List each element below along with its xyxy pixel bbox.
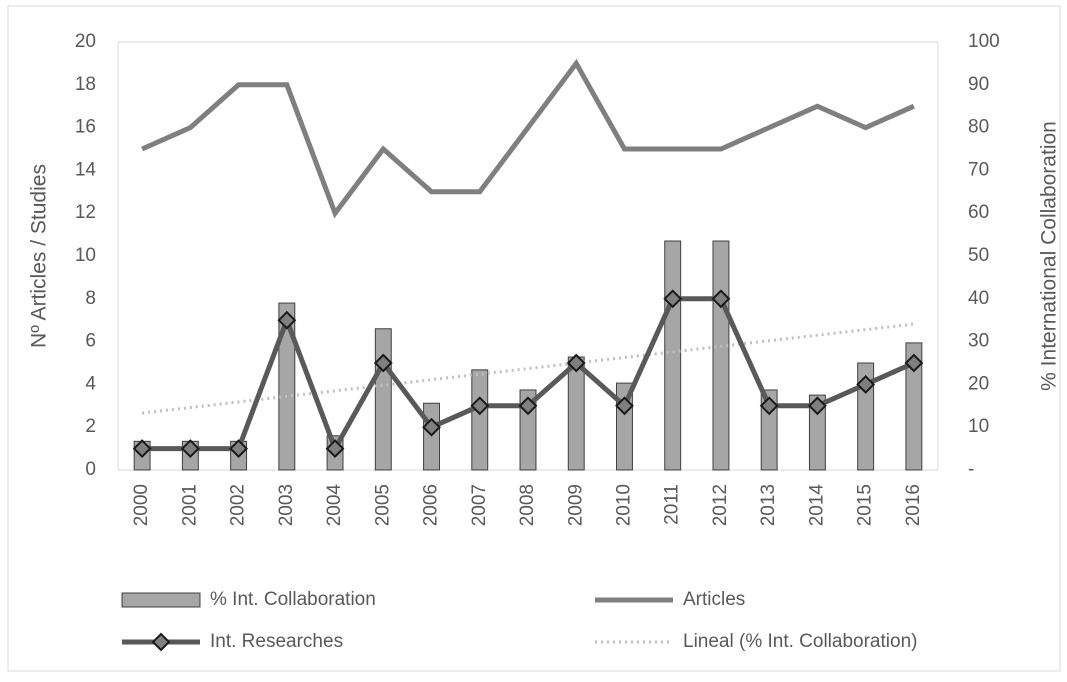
legend-label: Lineal (% Int. Collaboration) xyxy=(683,631,917,652)
marker xyxy=(566,353,586,373)
x-tick-label: 2010 xyxy=(613,484,634,526)
marker xyxy=(229,439,249,459)
y2-tick-label: 60 xyxy=(968,202,989,223)
bar xyxy=(808,394,826,471)
x-tick-label: 2005 xyxy=(372,484,393,526)
y-tick-label: 16 xyxy=(75,117,96,138)
legend-marker xyxy=(151,632,171,652)
bar xyxy=(278,302,296,471)
marker xyxy=(904,353,924,373)
y2-tick-label: 100 xyxy=(968,31,1000,52)
x-tick-label: 2000 xyxy=(131,484,152,526)
bar xyxy=(423,402,440,471)
series-line xyxy=(141,58,915,219)
x-tick-label: 2009 xyxy=(565,484,586,526)
y2-tick-label: 80 xyxy=(968,117,989,138)
y-tick-label: 18 xyxy=(75,74,96,95)
bar xyxy=(905,342,923,471)
x-tick-label: 2013 xyxy=(758,484,779,526)
y-axis-title: Nº Articles / Studies xyxy=(28,164,51,348)
marker xyxy=(807,396,827,416)
x-tick-label: 2016 xyxy=(903,484,924,526)
marker xyxy=(132,439,152,459)
marker xyxy=(856,374,876,394)
x-tick-label: 2014 xyxy=(806,484,827,527)
x-tick-label: 2006 xyxy=(421,484,442,526)
bar xyxy=(712,240,730,471)
y2-tick-label: 40 xyxy=(968,288,989,309)
x-tick-label: 2001 xyxy=(179,484,200,526)
y-tick-label: 8 xyxy=(85,288,96,309)
marker xyxy=(422,417,441,437)
y2-tick-label: 90 xyxy=(968,74,989,95)
bar xyxy=(664,240,682,471)
y-tick-label: 4 xyxy=(85,373,96,394)
y2-tick-label: 20 xyxy=(968,373,989,394)
x-tick-label: 2012 xyxy=(710,484,731,526)
legend-label: % Int. Collaboration xyxy=(210,589,376,610)
marker xyxy=(615,396,634,416)
legend-swatch xyxy=(121,592,201,608)
bar xyxy=(567,356,585,471)
marker xyxy=(373,353,393,373)
marker xyxy=(180,439,200,459)
y-tick-label: 12 xyxy=(75,202,96,223)
marker xyxy=(277,310,297,330)
marker xyxy=(470,396,490,416)
x-tick-label: 2004 xyxy=(324,484,345,527)
marker xyxy=(518,396,538,416)
marker xyxy=(663,289,683,309)
frame xyxy=(7,5,1061,672)
x-tick-label: 2002 xyxy=(228,484,249,526)
marker xyxy=(711,289,731,309)
y2-tick-label: 50 xyxy=(968,245,989,266)
bar xyxy=(374,328,392,471)
x-tick-label: 2011 xyxy=(662,484,683,525)
y-tick-label: 6 xyxy=(85,331,96,352)
y2-tick-label: 30 xyxy=(968,331,989,352)
y2-tick-label: 10 xyxy=(968,416,989,437)
bar xyxy=(471,369,489,471)
legend-label: Articles xyxy=(683,589,745,610)
y-tick-label: 10 xyxy=(75,245,96,266)
x-tick-label: 2015 xyxy=(855,484,876,526)
x-tick-label: 2003 xyxy=(276,484,297,526)
y-tick-label: 14 xyxy=(75,159,97,180)
x-tick-label: 2007 xyxy=(469,484,490,526)
x-tick-label: 2008 xyxy=(517,484,538,526)
marker xyxy=(325,439,345,459)
y-tick-label: 20 xyxy=(75,31,96,52)
y-tick-label: 0 xyxy=(85,459,96,480)
y2-tick-label: 70 xyxy=(968,159,989,180)
y-tick-label: 2 xyxy=(85,416,96,437)
y2-axis-title: % International Collaboration xyxy=(1038,121,1061,391)
legend-label: Int. Researches xyxy=(210,631,343,652)
y2-tick-label: - xyxy=(968,459,974,480)
marker xyxy=(759,396,779,416)
